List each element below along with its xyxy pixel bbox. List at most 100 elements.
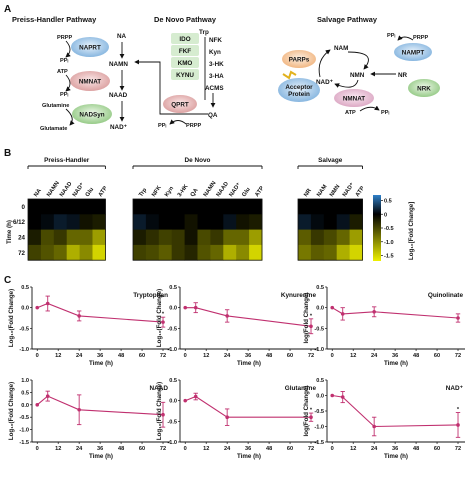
y-tick-label: -1.0 bbox=[167, 440, 177, 446]
heatmap-cell bbox=[79, 214, 93, 230]
salvage-pathway: Salvage Pathway PPᵢ PRPP NAMPT NAM PARPs… bbox=[278, 15, 440, 116]
salvage-title: Salvage Pathway bbox=[317, 15, 378, 24]
y-axis-label: log(Fold Change) bbox=[303, 293, 310, 344]
enzyme-nrk: NRK bbox=[417, 86, 431, 93]
heatmap-cell bbox=[145, 244, 160, 261]
heatmap-cell bbox=[28, 214, 42, 230]
data-point bbox=[372, 310, 376, 314]
series-line bbox=[184, 395, 311, 418]
colorbar-label: Log₁₀[Fold Change] bbox=[408, 202, 415, 260]
y-tick-label: -1.0 bbox=[314, 425, 324, 431]
chart-title: Kynurenine bbox=[281, 292, 317, 299]
x-tick-label: 12 bbox=[203, 353, 209, 359]
heatmap-cell bbox=[249, 214, 263, 230]
data-point bbox=[309, 415, 313, 420]
data-point bbox=[183, 305, 188, 310]
significance-asterisk: * bbox=[310, 408, 313, 414]
nrk-enzyme-ellipse bbox=[408, 79, 440, 97]
data-point bbox=[330, 305, 335, 310]
series-line bbox=[332, 394, 459, 428]
arrow-nad-to-nam bbox=[318, 49, 331, 78]
heatmap-col-label: NFK bbox=[151, 184, 163, 198]
heatmap-cell bbox=[298, 244, 312, 261]
metabolite-glutamate: Glutamate bbox=[40, 126, 67, 132]
heatmap-col-label: NAAD bbox=[216, 181, 231, 198]
y-tick-label: -0.5 bbox=[314, 409, 324, 415]
heatmap-cell bbox=[66, 229, 80, 246]
y-tick-label: -0.5 bbox=[19, 326, 29, 332]
x-tick-label: 36 bbox=[245, 446, 251, 452]
heatmap-cell bbox=[40, 244, 55, 261]
x-tick-label: 24 bbox=[224, 353, 231, 359]
enzyme-kmo: KMO bbox=[178, 60, 193, 67]
x-axis-label: Time (h) bbox=[384, 453, 408, 460]
x-tick-label: 0 bbox=[331, 353, 334, 359]
y-tick-label: -1.0 bbox=[314, 347, 324, 353]
heatmap-cell bbox=[323, 229, 338, 246]
de-novo-pathway: De Novo Pathway Trp IDO FKF KMO KYNU NFK… bbox=[134, 15, 224, 129]
heatmap-cell bbox=[133, 199, 147, 215]
metabolite-glutamine: Glutamine bbox=[42, 103, 69, 109]
y-tick-label: 1.0 bbox=[21, 378, 29, 384]
x-axis-label: Time (h) bbox=[384, 360, 408, 367]
heatmap-cell bbox=[298, 214, 312, 230]
metabolite-nam: NAM bbox=[334, 45, 348, 52]
panel-a: A Preiss-Handler Pathway NA PRPP PPᵢ NAP… bbox=[4, 4, 440, 132]
colorbar-tick-label: -0.5 bbox=[384, 226, 394, 232]
heatmap-cell bbox=[349, 199, 363, 215]
panel-letter-b: B bbox=[4, 148, 11, 159]
heatmap-cell bbox=[184, 229, 198, 246]
heatmap-row-axis-label: Time (h) bbox=[6, 220, 13, 244]
heatmap-cell bbox=[210, 199, 224, 215]
y-tick-label: 0.0 bbox=[21, 306, 29, 312]
kmo-box bbox=[171, 57, 199, 68]
line-chart-0: 0.5 0.0 -0.5 -1.0 0 12 24 36 48 60 72 Time (h) Log₁₀… bbox=[8, 285, 170, 367]
x-tick-label: 24 bbox=[224, 446, 231, 452]
x-tick-label: 60 bbox=[434, 446, 440, 452]
x-tick-label: 72 bbox=[455, 353, 461, 359]
y-tick-label: 0.0 bbox=[316, 394, 324, 400]
y-axis-label: Log₁₀(Fold Change) bbox=[156, 382, 163, 440]
colorbar-tick-label: -1.0 bbox=[384, 240, 394, 246]
data-point bbox=[340, 395, 345, 399]
heatmap-row-label: 72 bbox=[18, 250, 25, 257]
enzyme-nmnat-salvage: NMNAT bbox=[343, 96, 365, 103]
heatmap-col-label: NAD⁺ bbox=[228, 181, 243, 198]
heatmap-cell bbox=[40, 199, 55, 215]
heatmap-col-label: NA bbox=[33, 187, 43, 198]
arrow-nmn-to-nad bbox=[334, 79, 359, 88]
heatmap-cell bbox=[236, 229, 250, 246]
heatmap-col-label: NAM bbox=[316, 184, 329, 198]
heatmap-col-label: 3-HK bbox=[177, 183, 190, 198]
x-tick-label: 0 bbox=[184, 353, 187, 359]
heatmap-cells bbox=[27, 198, 363, 261]
y-tick-label: 0.5 bbox=[169, 285, 177, 291]
data-point bbox=[35, 403, 40, 407]
group-label-0: Preiss-Handler bbox=[44, 157, 90, 164]
heatmap-cell bbox=[158, 229, 173, 246]
x-tick-label: 72 bbox=[160, 353, 166, 359]
heatmap-cell bbox=[40, 214, 55, 230]
y-tick-label: -0.5 bbox=[167, 326, 177, 332]
heatmap-cell bbox=[336, 244, 350, 261]
series-line bbox=[185, 307, 312, 327]
heatmap-cell bbox=[53, 214, 68, 230]
data-point bbox=[309, 324, 313, 329]
x-tick-label: 0 bbox=[331, 446, 334, 452]
heatmap-cell bbox=[133, 244, 147, 261]
heatmap-cell bbox=[310, 214, 325, 230]
heatmap-col-label: ATP bbox=[355, 185, 366, 198]
y-tick-label: 0.0 bbox=[169, 306, 177, 312]
heatmap-cell bbox=[336, 214, 350, 230]
parps-enzyme-ellipse bbox=[282, 50, 316, 68]
heatmap-cell bbox=[197, 199, 211, 215]
arrow-atp-ppi-salvage bbox=[359, 105, 380, 112]
heatmap-cell bbox=[249, 244, 263, 261]
heatmap-cell bbox=[349, 214, 363, 230]
arrow-prpp-ppi bbox=[65, 40, 71, 58]
x-tick-label: 0 bbox=[184, 446, 187, 452]
heatmap-cell bbox=[236, 214, 250, 230]
heatmap-cell bbox=[298, 229, 312, 246]
heatmap-cell bbox=[249, 229, 263, 246]
